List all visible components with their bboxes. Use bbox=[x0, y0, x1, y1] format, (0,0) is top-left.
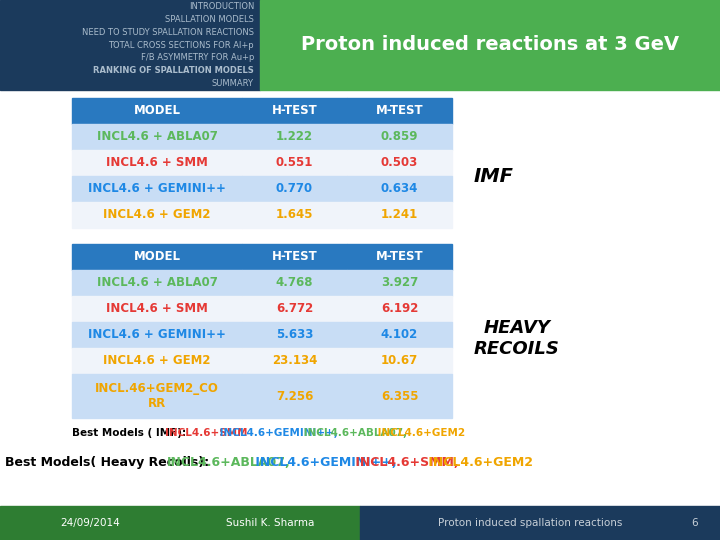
Bar bbox=[72, 270, 242, 296]
Text: MODEL: MODEL bbox=[133, 105, 181, 118]
Text: 0.859: 0.859 bbox=[381, 131, 418, 144]
Text: INCL4.6+GEMINI++,: INCL4.6+GEMINI++, bbox=[251, 456, 396, 469]
Text: 6: 6 bbox=[692, 518, 698, 528]
Text: MODEL: MODEL bbox=[133, 251, 181, 264]
Bar bbox=[242, 202, 347, 228]
Bar bbox=[242, 270, 347, 296]
Text: SPALLATION MODELS: SPALLATION MODELS bbox=[165, 15, 254, 24]
Bar bbox=[347, 270, 452, 296]
Bar bbox=[347, 244, 452, 270]
Bar bbox=[72, 348, 242, 374]
Text: 1.241: 1.241 bbox=[381, 208, 418, 221]
Text: 23.134: 23.134 bbox=[272, 354, 318, 368]
Bar bbox=[72, 322, 242, 348]
Text: 6.192: 6.192 bbox=[381, 302, 418, 315]
Bar bbox=[72, 296, 242, 322]
Text: HEAVY
RECOILS: HEAVY RECOILS bbox=[474, 319, 560, 357]
Text: 1.645: 1.645 bbox=[276, 208, 313, 221]
Bar bbox=[360, 506, 720, 540]
Bar bbox=[72, 202, 242, 228]
Text: 0.634: 0.634 bbox=[381, 183, 418, 195]
Bar bbox=[72, 150, 242, 176]
Text: 7.256: 7.256 bbox=[276, 389, 313, 403]
Bar bbox=[72, 244, 242, 270]
Bar bbox=[347, 348, 452, 374]
Text: 4.768: 4.768 bbox=[276, 276, 313, 289]
Text: 6.355: 6.355 bbox=[381, 389, 418, 403]
Text: INCL4.6 + SMM: INCL4.6 + SMM bbox=[106, 157, 208, 170]
Text: INCL4.6+SMM,: INCL4.6+SMM, bbox=[351, 456, 459, 469]
Bar bbox=[242, 176, 347, 202]
Bar bbox=[347, 202, 452, 228]
Text: INCL4.6+GEMINI++,: INCL4.6+GEMINI++, bbox=[216, 428, 338, 438]
Text: INCL4.6+ABLA07,: INCL4.6+ABLA07, bbox=[300, 428, 407, 438]
Text: 4.102: 4.102 bbox=[381, 328, 418, 341]
Text: INCL4.6+GEM2: INCL4.6+GEM2 bbox=[423, 456, 533, 469]
Bar bbox=[242, 98, 347, 124]
Bar bbox=[242, 296, 347, 322]
Text: SUMMARY: SUMMARY bbox=[212, 79, 254, 88]
Text: Proton induced spallation reactions: Proton induced spallation reactions bbox=[438, 518, 622, 528]
Text: H-TEST: H-TEST bbox=[271, 105, 318, 118]
Text: 0.770: 0.770 bbox=[276, 183, 313, 195]
Bar bbox=[242, 348, 347, 374]
Text: INCL4.6+SMM: INCL4.6+SMM bbox=[165, 428, 248, 438]
Bar bbox=[242, 150, 347, 176]
Text: INCL4.6 + GEMINI++: INCL4.6 + GEMINI++ bbox=[88, 328, 226, 341]
Text: Sushil K. Sharma: Sushil K. Sharma bbox=[226, 518, 314, 528]
Bar bbox=[242, 322, 347, 348]
Text: INCL4.6 + ABLA07: INCL4.6 + ABLA07 bbox=[96, 131, 217, 144]
Text: INCL.46+GEM2_CO
RR: INCL.46+GEM2_CO RR bbox=[95, 382, 219, 410]
Text: Proton induced reactions at 3 GeV: Proton induced reactions at 3 GeV bbox=[301, 36, 679, 55]
Bar bbox=[347, 374, 452, 418]
Text: INCL4.6 + GEM2: INCL4.6 + GEM2 bbox=[103, 208, 211, 221]
Text: 5.633: 5.633 bbox=[276, 328, 313, 341]
Bar bbox=[347, 296, 452, 322]
Text: INCL4.6+ABLA07,: INCL4.6+ABLA07, bbox=[167, 456, 291, 469]
Text: 0.503: 0.503 bbox=[381, 157, 418, 170]
Text: RANKING OF SPALLATION MODELS: RANKING OF SPALLATION MODELS bbox=[94, 66, 254, 75]
Text: 24/09/2014: 24/09/2014 bbox=[60, 518, 120, 528]
Bar bbox=[347, 150, 452, 176]
Text: 10.67: 10.67 bbox=[381, 354, 418, 368]
Bar bbox=[242, 244, 347, 270]
Text: F/B ASYMMETRY FOR Au+p: F/B ASYMMETRY FOR Au+p bbox=[140, 53, 254, 62]
Bar bbox=[347, 124, 452, 150]
Bar bbox=[347, 322, 452, 348]
Text: M-TEST: M-TEST bbox=[376, 251, 423, 264]
Text: INCL4.6 + GEM2: INCL4.6 + GEM2 bbox=[103, 354, 211, 368]
Text: INCL4.6+GEM2: INCL4.6+GEM2 bbox=[374, 428, 465, 438]
Bar bbox=[72, 374, 242, 418]
Text: M-TEST: M-TEST bbox=[376, 105, 423, 118]
Text: 1.222: 1.222 bbox=[276, 131, 313, 144]
Text: Best Models ( IMF):: Best Models ( IMF): bbox=[72, 428, 190, 438]
Text: TOTAL CROSS SECTIONS FOR Al+p: TOTAL CROSS SECTIONS FOR Al+p bbox=[109, 40, 254, 50]
Text: H-TEST: H-TEST bbox=[271, 251, 318, 264]
Bar bbox=[72, 98, 242, 124]
Text: 6.772: 6.772 bbox=[276, 302, 313, 315]
Bar bbox=[242, 374, 347, 418]
Bar bbox=[242, 124, 347, 150]
Text: INCL4.6 + GEMINI++: INCL4.6 + GEMINI++ bbox=[88, 183, 226, 195]
Bar bbox=[0, 506, 360, 540]
Bar bbox=[260, 0, 720, 90]
Text: INCL4.6 + ABLA07: INCL4.6 + ABLA07 bbox=[96, 276, 217, 289]
Text: INCL4.6 + SMM: INCL4.6 + SMM bbox=[106, 302, 208, 315]
Bar bbox=[347, 176, 452, 202]
Text: Best Models( Heavy Recoils):: Best Models( Heavy Recoils): bbox=[5, 456, 214, 469]
Text: IMF: IMF bbox=[474, 166, 514, 186]
Text: 0.551: 0.551 bbox=[276, 157, 313, 170]
Text: INTRODUCTION: INTRODUCTION bbox=[189, 2, 254, 11]
Bar bbox=[347, 98, 452, 124]
Text: 3.927: 3.927 bbox=[381, 276, 418, 289]
Bar bbox=[0, 0, 260, 90]
Bar bbox=[72, 176, 242, 202]
Bar bbox=[72, 124, 242, 150]
Text: NEED TO STUDY SPALLATION REACTIONS: NEED TO STUDY SPALLATION REACTIONS bbox=[82, 28, 254, 37]
